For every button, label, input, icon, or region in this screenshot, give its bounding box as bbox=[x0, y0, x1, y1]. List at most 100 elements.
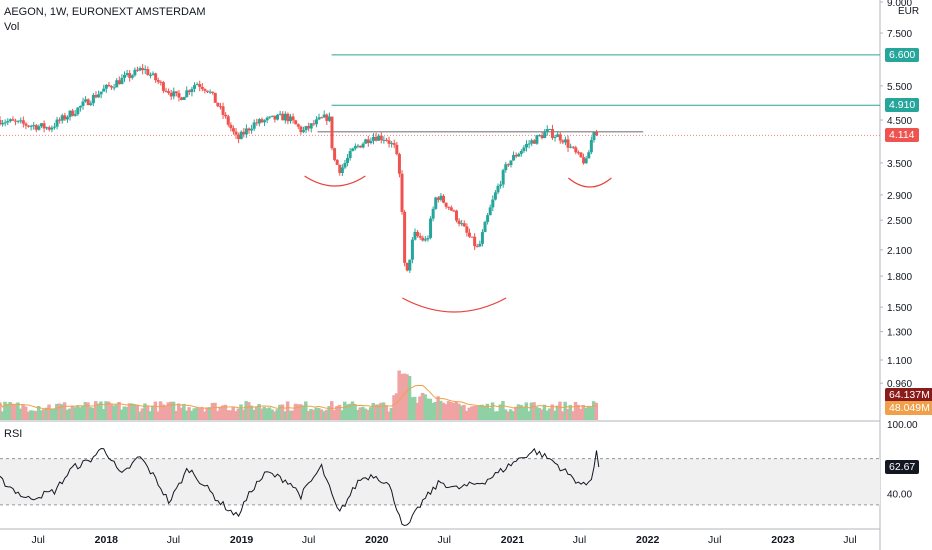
candle-body bbox=[304, 126, 308, 131]
time-tick-label: Jul bbox=[573, 534, 586, 546]
volume-bar bbox=[132, 404, 137, 420]
candle-body bbox=[387, 140, 391, 144]
volume-bar bbox=[371, 403, 375, 420]
candle-body bbox=[452, 210, 456, 212]
candle-body bbox=[488, 207, 492, 216]
volume-bar bbox=[560, 411, 565, 420]
volume-bar bbox=[327, 406, 331, 420]
candle-body bbox=[514, 154, 518, 157]
price-tick-label: 1.800 bbox=[887, 272, 912, 283]
volume-bar bbox=[272, 411, 277, 420]
volume-bar bbox=[280, 404, 285, 420]
grid bbox=[0, 0, 881, 550]
candle-body bbox=[159, 81, 163, 83]
volume-bar bbox=[337, 404, 342, 420]
candle-body bbox=[146, 69, 150, 76]
target-2-badge: 6.600 bbox=[885, 47, 920, 62]
candle-body bbox=[135, 69, 139, 71]
candle-body bbox=[423, 239, 427, 241]
candle-body bbox=[143, 69, 147, 71]
candle-body bbox=[39, 123, 43, 127]
volume-bar bbox=[470, 406, 474, 420]
volume-bar bbox=[62, 402, 67, 420]
candle-body bbox=[348, 151, 352, 158]
candle-body bbox=[133, 69, 137, 76]
volume-bar bbox=[472, 405, 477, 420]
candle-body bbox=[548, 129, 552, 131]
volume-bar bbox=[153, 401, 158, 420]
candle-body bbox=[58, 119, 62, 121]
volume-bar bbox=[231, 407, 235, 420]
candle-body bbox=[480, 232, 484, 244]
candle-body bbox=[229, 124, 233, 129]
candle-body bbox=[68, 110, 72, 118]
candle-body bbox=[470, 236, 474, 238]
volume-bar bbox=[288, 410, 292, 420]
candle-body bbox=[156, 80, 160, 82]
candle-body bbox=[185, 90, 189, 97]
volume-bar bbox=[361, 406, 365, 420]
candle-body bbox=[234, 131, 238, 135]
volume-bar bbox=[501, 401, 505, 420]
volume-bar bbox=[218, 406, 222, 420]
volume-bar bbox=[524, 402, 529, 420]
volume-bar bbox=[200, 407, 204, 420]
candle-body bbox=[174, 91, 178, 94]
volume-bar bbox=[42, 409, 46, 420]
candle-body bbox=[231, 128, 235, 132]
candle-body bbox=[89, 103, 93, 106]
volume-bar bbox=[506, 411, 510, 420]
volume-bar bbox=[44, 407, 49, 420]
volume-bar bbox=[278, 404, 282, 420]
candle-body bbox=[527, 143, 531, 145]
volume-bar bbox=[410, 397, 414, 420]
volume-bar bbox=[29, 410, 33, 420]
volume-bar bbox=[540, 409, 544, 420]
candle-body bbox=[278, 113, 282, 115]
candle-body bbox=[14, 120, 18, 122]
volume-bar bbox=[420, 392, 425, 420]
volume-ma-badge: 48.049M bbox=[885, 401, 932, 415]
candle-body bbox=[561, 140, 565, 143]
candle-body bbox=[504, 164, 508, 171]
volume-bar bbox=[342, 401, 347, 420]
time-tick-label: 2018 bbox=[95, 534, 119, 546]
candle-body bbox=[102, 88, 106, 92]
candle-body bbox=[281, 113, 285, 121]
time-tick-label: Jul bbox=[31, 534, 44, 546]
volume-bar bbox=[431, 402, 435, 420]
candle-body bbox=[545, 129, 549, 133]
candle-body bbox=[110, 86, 114, 88]
vol-label: Vol bbox=[4, 21, 20, 33]
candle-body bbox=[8, 119, 12, 122]
candle-body bbox=[519, 151, 523, 154]
rsi-label: RSI bbox=[4, 428, 23, 440]
candle-body bbox=[115, 80, 119, 88]
candle-body bbox=[413, 231, 417, 240]
volume-bar bbox=[112, 405, 116, 420]
candle-body bbox=[193, 85, 197, 89]
candle-body bbox=[535, 135, 539, 144]
candle-body bbox=[343, 162, 347, 168]
volume-bar bbox=[495, 411, 500, 420]
volume-bar bbox=[584, 407, 588, 420]
volume-bar bbox=[309, 408, 313, 420]
volume-bar bbox=[57, 403, 62, 420]
candle-body bbox=[309, 123, 313, 129]
candle-body bbox=[390, 143, 394, 145]
volume-bar bbox=[293, 403, 298, 420]
volume-bar bbox=[508, 409, 513, 420]
candle-body bbox=[421, 237, 425, 241]
candle-body bbox=[439, 195, 443, 200]
candle-body bbox=[532, 140, 536, 144]
volume-bar bbox=[389, 407, 394, 420]
volume-bar bbox=[202, 411, 207, 420]
volume-bar bbox=[566, 408, 570, 420]
volume-bar bbox=[80, 405, 85, 420]
volume-bar bbox=[306, 410, 311, 420]
candle-body bbox=[65, 117, 69, 120]
volume-bar bbox=[208, 407, 212, 420]
volume-bar bbox=[547, 408, 552, 420]
target-lines bbox=[0, 54, 880, 136]
